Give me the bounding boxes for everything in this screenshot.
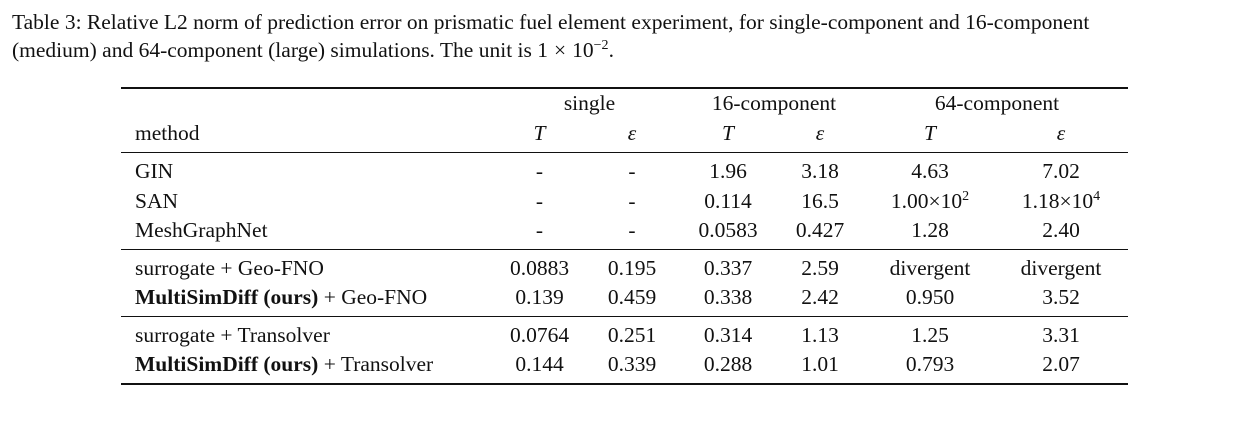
sub-header-single-T: T — [533, 120, 546, 145]
method-header: method — [135, 120, 200, 145]
table-cell: - — [497, 152, 582, 187]
table-cell: 0.0764 — [497, 315, 582, 350]
sub-header-64-T: T — [924, 120, 936, 145]
table-cell: 2.59 — [774, 248, 866, 283]
table-cell: - — [628, 218, 636, 243]
table-cell: 0.427 — [795, 218, 845, 243]
table-cell-best: 0.288 — [703, 352, 753, 377]
group-header-16-component: 16-component — [711, 91, 837, 116]
sub-header-single-eps: ε — [627, 120, 637, 145]
caption-unit-base: 10 — [572, 38, 594, 62]
caption-line-2-text: (medium) and 64-component (large) simula… — [12, 38, 538, 62]
table-cell-best: 1.01 — [801, 352, 839, 377]
sci-base: 10 — [940, 188, 963, 213]
row-method: MeshGraphNet — [135, 218, 268, 243]
table-cell: 16.5 — [801, 188, 839, 213]
table-cell: 0.195 — [582, 248, 682, 283]
sci-mantissa: 1.00 — [890, 188, 929, 213]
sci-mantissa: 1.18 — [1021, 188, 1060, 213]
sub-header-row: method T ε T ε T ε — [121, 119, 1128, 153]
table-row: MultiSimDiff (ours) + Transolver 0.144 0… — [121, 350, 1128, 384]
row-method: surrogate + Transolver — [121, 315, 497, 350]
caption-unit-coefficient: 1 — [537, 38, 549, 62]
row-method: SAN — [135, 188, 179, 213]
group-header-single: single — [563, 91, 616, 116]
row-method: surrogate + Geo-FNO — [121, 248, 497, 283]
group-header-row: single 16-component 64-component — [121, 88, 1128, 119]
table-cell-sci: 1.00×102 — [866, 187, 994, 217]
table-cell: 2.40 — [1042, 218, 1080, 243]
group-header-64-component: 64-component — [934, 91, 1060, 116]
table-cell: 0.339 — [607, 352, 657, 377]
table-cell-best: 2.42 — [801, 285, 839, 310]
row-method-suffix: + Transolver — [318, 352, 434, 377]
table-cell: divergent — [866, 248, 994, 283]
caption-unit-times: × — [554, 38, 567, 62]
table-cell: - — [582, 152, 682, 187]
table-cell: 0.0883 — [497, 248, 582, 283]
table-cell: 1.25 — [866, 315, 994, 350]
results-table: single 16-component 64-component method … — [121, 87, 1128, 385]
table-cell: 0.0583 — [698, 218, 758, 243]
group-header-empty — [121, 88, 497, 119]
table-cell: 1.96 — [682, 152, 774, 187]
row-method-bold: MultiSimDiff (ours) — [135, 285, 319, 310]
table-cell: 1.28 — [911, 218, 949, 243]
sci-base: 10 — [1071, 188, 1094, 213]
sci-times: × — [1059, 188, 1072, 213]
sci-exponent: 2 — [962, 188, 970, 204]
table-cell-best: 2.07 — [1042, 352, 1080, 377]
caption-line-1: Table 3: Relative L2 norm of prediction … — [12, 10, 1090, 34]
table-row: surrogate + Geo-FNO 0.0883 0.195 0.337 2… — [121, 248, 1128, 283]
table-row: MeshGraphNet - - 0.0583 0.427 1.28 2.40 — [121, 216, 1128, 249]
table-row: SAN - - 0.114 16.5 1.00×102 1.18×104 — [121, 187, 1128, 217]
table-cell: 0.459 — [607, 285, 657, 310]
table-cell: - — [628, 188, 636, 213]
table-cell-best: 0.793 — [905, 352, 955, 377]
table-cell: 7.02 — [994, 152, 1128, 187]
table-cell: 3.18 — [774, 152, 866, 187]
caption-unit: 1 × 10−2 — [537, 38, 608, 62]
table-cell: 1.13 — [774, 315, 866, 350]
table-cell: 0.144 — [515, 352, 564, 377]
sub-header-16-T: T — [722, 120, 734, 145]
row-method-suffix: + Geo-FNO — [318, 285, 428, 310]
row-method: MultiSimDiff (ours) + Geo-FNO — [121, 283, 497, 316]
table-cell: - — [535, 188, 544, 213]
table-cell-best: 0.337 — [682, 248, 774, 283]
row-method: MultiSimDiff (ours) + Transolver — [121, 350, 497, 384]
table-cell: - — [535, 218, 544, 243]
table-cell-best: 0.950 — [905, 285, 955, 310]
table-cell-sci: 1.18×104 — [994, 187, 1128, 217]
table-cell: 0.314 — [682, 315, 774, 350]
sci-times: × — [928, 188, 941, 213]
table-cell: divergent — [994, 248, 1128, 283]
table-cell: 0.338 — [703, 285, 753, 310]
table-cell: 4.63 — [866, 152, 994, 187]
table-cell: 3.31 — [994, 315, 1128, 350]
sub-header-16-eps: ε — [815, 120, 825, 145]
table-cell-best: 3.52 — [1042, 285, 1080, 310]
table-row: MultiSimDiff (ours) + Geo-FNO 0.139 0.45… — [121, 283, 1128, 316]
caption-line-2: (medium) and 64-component (large) simula… — [12, 36, 1248, 64]
row-method: GIN — [121, 152, 497, 187]
caption-unit-exponent: −2 — [593, 38, 609, 53]
table-cell: 0.114 — [704, 188, 752, 213]
sub-header-64-eps: ε — [1056, 120, 1066, 145]
table-cell: 0.139 — [515, 285, 564, 310]
table-row: surrogate + Transolver 0.0764 0.251 0.31… — [121, 315, 1128, 350]
table-caption: Table 3: Relative L2 norm of prediction … — [12, 8, 1248, 64]
caption-line-2-end: . — [608, 38, 614, 62]
sci-exponent: 4 — [1093, 188, 1101, 204]
row-method-bold: MultiSimDiff (ours) — [135, 352, 319, 377]
table-row: GIN - - 1.96 3.18 4.63 7.02 — [121, 152, 1128, 187]
table-cell: 0.251 — [582, 315, 682, 350]
